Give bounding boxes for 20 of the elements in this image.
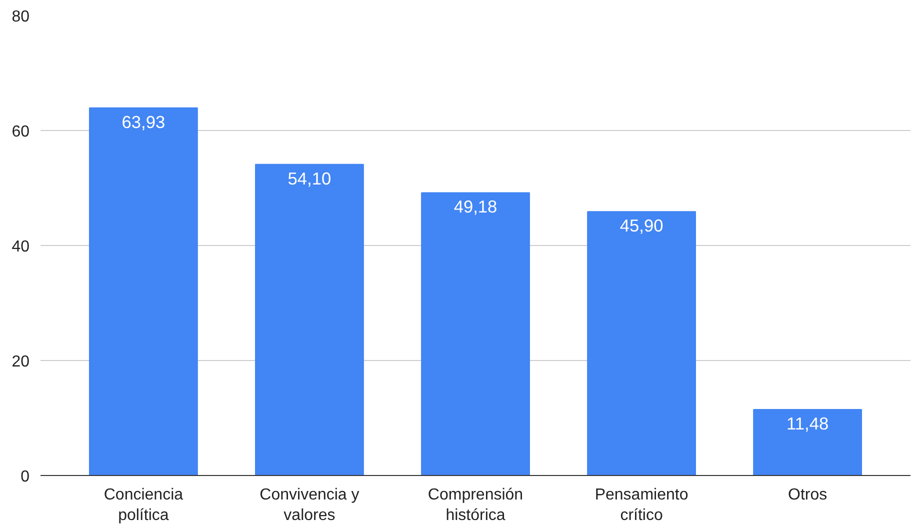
y-tick-label: 40 — [12, 238, 30, 256]
bar — [587, 211, 696, 476]
bar — [88, 107, 198, 476]
bar — [255, 164, 364, 476]
y-tick-label: 20 — [12, 354, 30, 370]
data-label: 11,48 — [786, 413, 829, 434]
bar — [753, 408, 862, 476]
x-tick-label: Convivencia y valores — [260, 486, 360, 524]
x-tick-label: Otros — [788, 486, 828, 504]
bar — [421, 192, 530, 476]
y-tick-label: 80 — [12, 8, 30, 26]
x-tick-label: Conciencia política — [104, 486, 184, 524]
data-label: 49,18 — [454, 196, 498, 217]
data-label: 54,10 — [288, 168, 332, 188]
data-label: 45,90 — [620, 216, 664, 236]
x-tick-label: Comprensión histórica — [428, 486, 524, 524]
y-tick-label: 60 — [12, 124, 30, 140]
y-tick-label: 0 — [20, 468, 30, 486]
data-label: 63,93 — [122, 112, 166, 132]
x-tick-label: Pensamiento crítico — [594, 486, 688, 524]
